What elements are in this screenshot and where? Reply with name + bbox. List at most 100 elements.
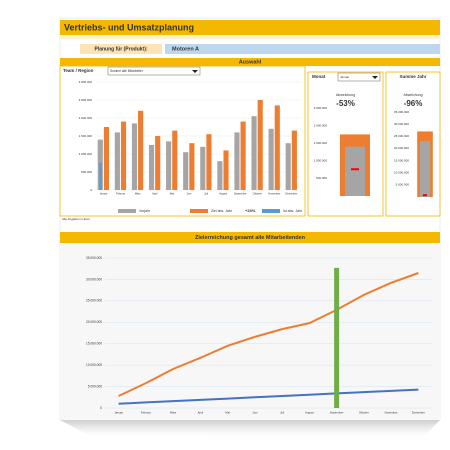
y-tick-label: 15.000.000	[86, 342, 102, 346]
bar	[334, 267, 340, 408]
y-tick-label: 20.000.000	[394, 146, 409, 150]
y-tick-label: 1.000.000	[314, 159, 328, 163]
y-tick-label: 0	[100, 406, 102, 410]
y-tick-label: 1.000.000	[79, 152, 93, 156]
x-tick-label: Oktober	[253, 192, 262, 196]
y-tick-label: 2.500.000	[314, 106, 328, 110]
x-tick-label: November	[385, 411, 398, 415]
y-tick-label: 35.000.000	[394, 110, 409, 114]
bar	[99, 162, 102, 190]
x-tick-label: Juni	[252, 411, 258, 415]
y-tick-label: 2.000.000	[314, 123, 328, 127]
bar	[345, 146, 365, 196]
deviation-value: -53%	[336, 99, 355, 108]
planning-label-box	[80, 44, 162, 54]
deviation-label: Abweichung	[336, 93, 355, 97]
deviation-label: Abweichung	[403, 93, 422, 97]
x-tick-label: September	[330, 411, 344, 415]
dropdown-arrow	[192, 70, 198, 73]
page-shadow	[60, 420, 440, 440]
marker	[422, 194, 428, 197]
x-tick-label: Juli	[204, 192, 208, 196]
x-tick-label: März	[170, 411, 177, 415]
y-tick-label: 2.000.000	[79, 116, 93, 120]
team-dropdown[interactable]	[107, 66, 201, 76]
section-title: Zielerreichung gesamt alle Mitarbeitende…	[195, 235, 306, 241]
y-tick-label: 1.500.000	[314, 141, 328, 145]
y-tick-label: 3.000.000	[79, 80, 93, 84]
bar	[183, 152, 189, 190]
product: Motoren A	[172, 46, 199, 52]
line	[118, 272, 419, 397]
y-tick-label: 0	[90, 188, 92, 192]
legend-label: Vorjahr	[139, 209, 151, 213]
y-tick-label: 10.000.000	[394, 171, 409, 175]
y-tick-label: 500.000	[81, 170, 92, 174]
line	[118, 388, 419, 405]
bar	[240, 121, 246, 190]
legend-label: Ist abs. Jahr	[283, 209, 303, 213]
legend-label: Ziel abs. Jahr	[211, 209, 233, 213]
x-tick-label: Dezember	[285, 192, 297, 196]
bar	[223, 150, 229, 190]
selection-bar	[60, 58, 440, 66]
legend-swatch	[262, 209, 280, 213]
x-tick-label: Mai	[170, 192, 175, 196]
bar	[166, 141, 172, 190]
y-tick-label: 500.000	[316, 176, 327, 180]
deviation-value: -96%	[404, 99, 423, 108]
legend-swatch	[118, 209, 136, 213]
annotation: +23%	[245, 208, 256, 213]
bar	[291, 130, 297, 190]
header-strip	[60, 35, 440, 39]
y-tick-label: 35.000.000	[86, 256, 102, 260]
bar	[251, 116, 257, 190]
selection-title: Auswahl	[239, 59, 262, 65]
bar	[200, 146, 206, 190]
x-tick-label: Februar	[116, 192, 125, 196]
y-tick-label: 20.000.000	[86, 320, 102, 324]
y-tick-label: 1.500.000	[79, 134, 93, 138]
month-value: Januar	[340, 75, 349, 79]
y-tick-label: 15.000.000	[394, 158, 409, 162]
panel-title: Summe Jahr	[399, 74, 426, 79]
x-tick-label: September	[234, 192, 247, 196]
bar	[206, 134, 212, 190]
x-tick-label: März	[135, 192, 141, 196]
team-value: Summe alle Mitarbeiter	[110, 69, 144, 73]
legend-swatch	[190, 209, 208, 213]
bar	[148, 145, 155, 190]
y-tick-label: 2.500.000	[79, 98, 93, 102]
y-tick-label: 25.000.000	[86, 299, 102, 303]
x-tick-label: Februar	[141, 411, 151, 415]
bar	[172, 130, 178, 190]
month-dropdown[interactable]	[337, 72, 381, 82]
panel-title: Monat	[312, 74, 326, 79]
bar	[189, 143, 195, 190]
x-tick-label: August	[219, 192, 227, 196]
bar	[131, 123, 138, 190]
section-bar	[60, 232, 440, 243]
bar	[138, 110, 144, 190]
x-tick-label: Mai	[225, 411, 230, 415]
dropdown-arrow	[372, 76, 378, 79]
y-tick-label: 5.000.000	[396, 183, 410, 187]
header-bar	[60, 20, 440, 35]
product-box[interactable]	[165, 44, 440, 54]
team-label: Team / Region	[63, 68, 94, 73]
x-tick-label: Juli	[280, 411, 285, 415]
bar	[155, 136, 161, 190]
x-tick-label: Juni	[187, 192, 192, 196]
x-tick-label: Dezember	[412, 411, 425, 415]
x-tick-label: Januar	[114, 411, 123, 415]
y-tick-label: 25.000.000	[394, 134, 409, 138]
bar	[274, 105, 280, 190]
bar	[268, 128, 274, 190]
panel-line	[60, 243, 440, 420]
bar	[257, 100, 263, 190]
note: Alle Angaben in Euro	[62, 217, 90, 221]
bar	[419, 141, 431, 197]
bar	[234, 132, 240, 190]
